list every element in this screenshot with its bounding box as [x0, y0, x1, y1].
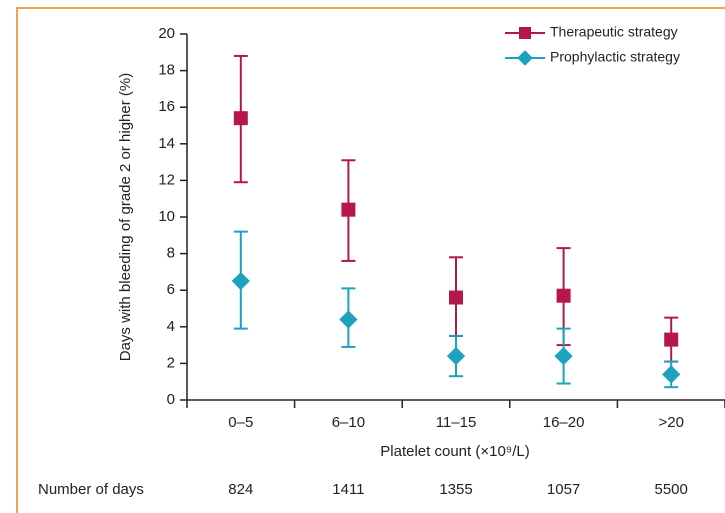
x-axis-label: Platelet count (×10⁹/L) — [380, 443, 529, 460]
x-tick-label: 16–20 — [543, 414, 585, 431]
days-value: 824 — [228, 481, 253, 498]
point — [554, 346, 573, 366]
point — [449, 290, 463, 305]
days-value: 1355 — [439, 481, 472, 498]
days-value: 1411 — [332, 481, 364, 498]
point — [664, 332, 679, 347]
legend-marker — [519, 27, 531, 39]
point — [446, 346, 466, 366]
point — [339, 310, 358, 329]
y-tick-label: 20 — [158, 25, 175, 42]
y-tick-label: 18 — [158, 62, 175, 79]
x-tick-label: 0–5 — [228, 414, 253, 431]
y-tick-label: 0 — [167, 391, 175, 408]
legend-label: Therapeutic strategy — [550, 24, 678, 40]
legend-label: Prophylactic strategy — [550, 49, 680, 65]
point — [556, 288, 571, 303]
y-tick-label: 10 — [158, 208, 175, 225]
days-label: Number of days — [38, 481, 144, 498]
days-value: 1057 — [547, 481, 580, 498]
legend-marker — [517, 50, 533, 66]
y-tick-label: 2 — [167, 354, 175, 371]
y-tick-label: 14 — [158, 135, 175, 152]
y-tick-label: 12 — [158, 171, 175, 188]
y-tick-label: 6 — [167, 281, 175, 298]
days-value: 5500 — [655, 481, 688, 498]
y-tick-label: 4 — [167, 318, 175, 335]
x-tick-label: >20 — [658, 414, 683, 431]
point — [231, 271, 250, 291]
frame — [16, 7, 725, 513]
point — [662, 365, 681, 384]
y-tick-label: 16 — [158, 98, 175, 115]
y-tick-label: 8 — [167, 245, 175, 262]
x-tick-label: 6–10 — [332, 414, 365, 431]
y-axis-label: Days with bleeding of grade 2 or higher … — [117, 73, 134, 362]
x-tick-label: 11–15 — [436, 414, 477, 431]
point — [233, 111, 248, 126]
point — [341, 202, 356, 217]
